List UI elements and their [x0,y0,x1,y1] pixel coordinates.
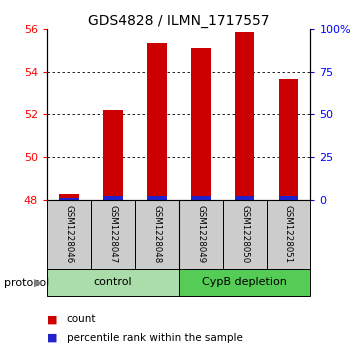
Bar [147,196,167,200]
Text: count: count [67,314,96,325]
Bar [91,200,135,269]
Bar [147,43,167,200]
Text: GSM1228046: GSM1228046 [64,205,73,263]
Bar [47,200,91,269]
Text: GSM1228051: GSM1228051 [284,205,293,263]
Bar [223,200,266,269]
Text: CypB depletion: CypB depletion [202,277,287,287]
Bar [191,196,210,200]
Bar [59,194,79,200]
Bar [103,110,123,200]
Bar [103,196,123,200]
Text: ■: ■ [47,333,57,343]
Bar [279,196,299,200]
Text: ▶: ▶ [34,278,43,288]
Bar [47,269,179,296]
Bar [179,269,310,296]
Text: GSM1228047: GSM1228047 [108,205,117,263]
Bar [279,79,299,200]
Bar [235,196,255,200]
Text: percentile rank within the sample: percentile rank within the sample [67,333,243,343]
Text: ■: ■ [47,314,57,325]
Bar [235,32,255,200]
Bar [191,48,210,200]
Bar [266,200,310,269]
Bar [179,200,223,269]
Text: GSM1228048: GSM1228048 [152,205,161,263]
Text: GSM1228049: GSM1228049 [196,205,205,263]
Text: GSM1228050: GSM1228050 [240,205,249,263]
Title: GDS4828 / ILMN_1717557: GDS4828 / ILMN_1717557 [88,14,269,28]
Text: control: control [93,277,132,287]
Text: protocol: protocol [4,278,49,288]
Bar [135,200,179,269]
Bar [59,198,79,200]
